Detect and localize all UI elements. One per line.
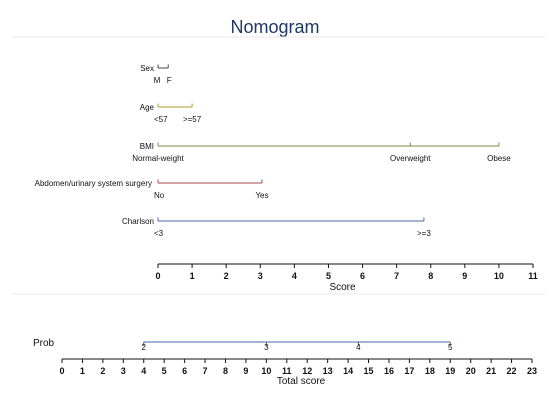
- total-tick-label-12: 12: [302, 366, 312, 376]
- total-tick-label-19: 19: [445, 366, 455, 376]
- level-label-age-1: >=57: [183, 115, 202, 124]
- score-axis-title: Score: [329, 282, 356, 293]
- score-tick-label-4: 4: [292, 271, 297, 281]
- level-label-bmi-2: Obese: [487, 154, 511, 163]
- level-label-abdomen-urinary-system-surgery-0: No: [154, 191, 165, 200]
- total-tick-label-3: 3: [121, 366, 126, 376]
- total-tick-label-16: 16: [384, 366, 394, 376]
- level-label-sex-0: M: [154, 76, 161, 85]
- total-tick-label-20: 20: [466, 366, 476, 376]
- total-tick-label-1: 1: [80, 366, 85, 376]
- total-tick-label-18: 18: [425, 366, 435, 376]
- score-tick-label-9: 9: [462, 271, 467, 281]
- total-tick-label-11: 11: [282, 366, 292, 376]
- score-tick-label-1: 1: [190, 271, 195, 281]
- level-label-charlson-0: <3: [154, 229, 164, 238]
- total-tick-label-7: 7: [203, 366, 208, 376]
- score-tick-label-0: 0: [155, 271, 160, 281]
- total-tick-label-14: 14: [343, 366, 353, 376]
- variable-name-age: Age: [140, 103, 155, 112]
- prob-tick-label-3: 5: [448, 343, 453, 352]
- variable-name-sex: Sex: [140, 64, 154, 73]
- total-tick-label-9: 9: [243, 366, 248, 376]
- total-tick-label-8: 8: [223, 366, 228, 376]
- score-tick-label-2: 2: [224, 271, 229, 281]
- level-label-sex-1: F: [167, 76, 172, 85]
- prob-tick-label-0: 2: [142, 343, 147, 352]
- variable-name-bmi: BMI: [140, 142, 154, 151]
- level-label-abdomen-urinary-system-surgery-1: Yes: [255, 191, 268, 200]
- prob-axis-name: Prob: [33, 338, 55, 349]
- chart-title: Nomogram: [230, 17, 319, 37]
- score-tick-label-10: 10: [494, 271, 504, 281]
- total-tick-label-4: 4: [141, 366, 146, 376]
- total-tick-label-21: 21: [486, 366, 496, 376]
- total-tick-label-5: 5: [162, 366, 167, 376]
- score-tick-label-7: 7: [394, 271, 399, 281]
- variable-name-charlson: Charlson: [122, 217, 154, 226]
- score-tick-label-5: 5: [326, 271, 331, 281]
- level-label-charlson-1: >=3: [417, 229, 431, 238]
- total-tick-label-15: 15: [364, 366, 374, 376]
- total-tick-label-6: 6: [182, 366, 187, 376]
- total-tick-label-10: 10: [261, 366, 271, 376]
- total-tick-label-0: 0: [59, 366, 64, 376]
- total-tick-label-17: 17: [404, 366, 414, 376]
- prob-tick-label-1: 3: [264, 343, 269, 352]
- score-tick-label-6: 6: [360, 271, 365, 281]
- score-tick-label-8: 8: [428, 271, 433, 281]
- total-axis-title: Total score: [277, 376, 326, 387]
- level-label-bmi-1: Overweight: [390, 154, 431, 163]
- total-tick-label-13: 13: [323, 366, 333, 376]
- level-label-bmi-0: Normal-weight: [132, 154, 184, 163]
- total-tick-label-22: 22: [507, 366, 517, 376]
- total-tick-label-23: 23: [527, 366, 537, 376]
- variable-name-abdomen-urinary-system-surgery: Abdomen/urinary system surgery: [35, 179, 152, 188]
- score-tick-label-3: 3: [258, 271, 263, 281]
- prob-tick-label-2: 4: [356, 343, 361, 352]
- level-label-age-0: <57: [154, 115, 168, 124]
- score-tick-label-11: 11: [528, 271, 538, 281]
- total-tick-label-2: 2: [100, 366, 105, 376]
